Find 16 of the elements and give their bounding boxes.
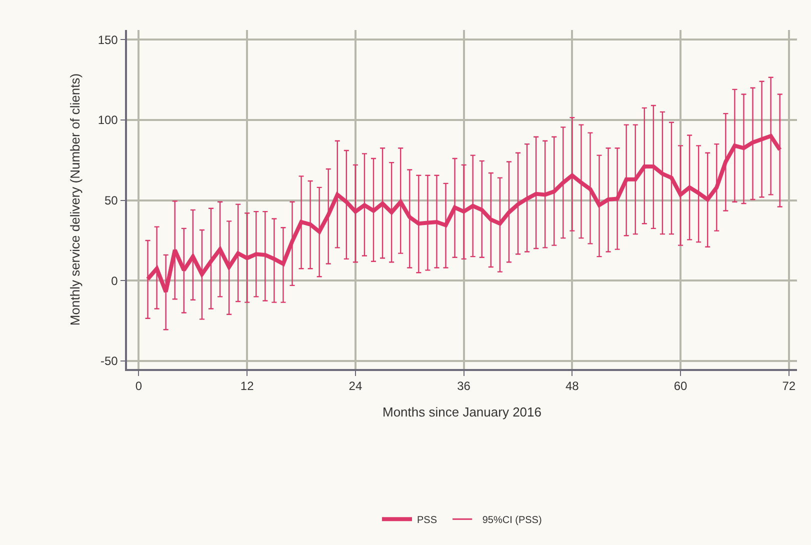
x-tick-label: 60: [674, 379, 688, 394]
y-tick-label: 100: [98, 113, 118, 128]
x-tick-label: 72: [782, 379, 796, 394]
x-tick-label: 12: [240, 379, 254, 394]
y-tick-label: 0: [111, 274, 118, 288]
x-tick-label: 36: [457, 379, 471, 394]
x-tick-label: 48: [565, 379, 580, 394]
y-tick-label: 50: [104, 194, 118, 208]
x-axis-title: Months since January 2016: [382, 404, 542, 420]
y-tick-label: -50: [100, 354, 118, 368]
y-tick-label: 150: [98, 32, 118, 47]
y-axis-title: Monthly service delivery (Number of clients): [67, 73, 82, 326]
text: 95%CI (PSS): [482, 515, 542, 526]
x-tick-label: 24: [348, 379, 362, 394]
legend-label: PSS: [417, 515, 438, 526]
x-tick-label: 0: [135, 379, 142, 394]
